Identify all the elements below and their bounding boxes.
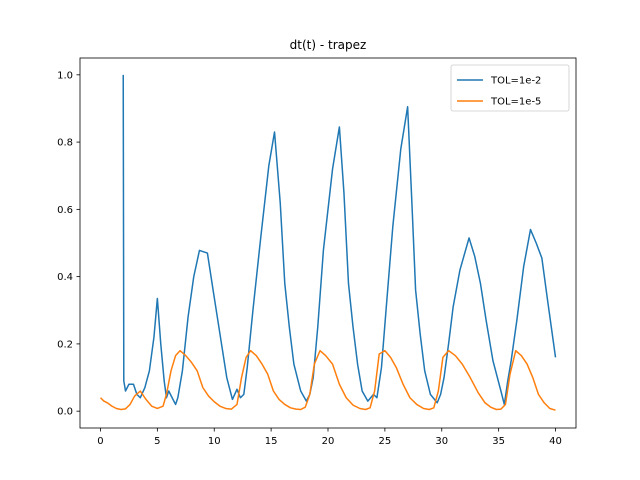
legend-label-1: TOL=1e-2: [490, 76, 541, 87]
y-tick-label: 0.8: [57, 138, 73, 149]
series-line-2: [99, 349, 556, 411]
plot-area: 0 5 10 15 20 25 30 35 40 0.0 0.2 0.4 0.6 0.8 1.0: [57, 57, 577, 447]
y-tick-label: 1.0: [57, 70, 73, 81]
x-tick-label: 40: [549, 436, 562, 447]
y-axis: 0.0 0.2 0.4 0.6 0.8 1.0: [57, 70, 80, 418]
x-tick-label: 30: [435, 436, 448, 447]
x-tick-label: 35: [492, 436, 505, 447]
y-tick-label: 0.4: [57, 272, 73, 283]
x-axis: 0 5 10 15 20 25 30 35 40: [97, 428, 562, 447]
y-tick-label: 0.2: [57, 339, 73, 350]
x-tick-label: 0: [97, 436, 103, 447]
y-tick-label: 0.0: [57, 407, 73, 418]
legend-label-2: TOL=1e-5: [490, 97, 541, 108]
x-tick-label: 10: [208, 436, 221, 447]
x-tick-label: 15: [265, 436, 278, 447]
series-line-1: [122, 74, 557, 406]
legend: TOL=1e-2 TOL=1e-5: [450, 64, 570, 112]
series-layer: [99, 74, 557, 411]
y-tick-label: 0.6: [57, 205, 73, 216]
chart-title: dt(t) - trapez: [290, 38, 367, 52]
legend-frame: [450, 64, 570, 112]
x-tick-label: 5: [154, 436, 160, 447]
plot-background: [80, 58, 576, 428]
x-tick-label: 25: [379, 436, 392, 447]
x-tick-label: 20: [322, 436, 335, 447]
